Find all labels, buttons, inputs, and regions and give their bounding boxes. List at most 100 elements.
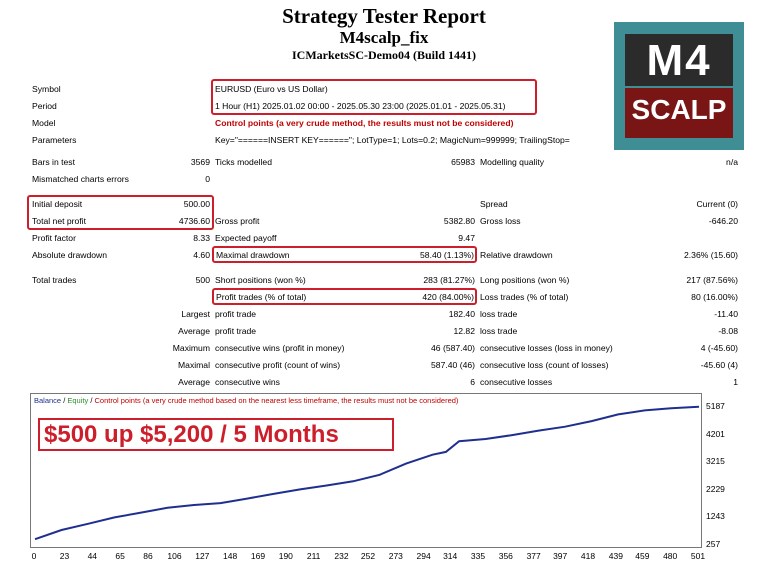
- legend-control-points: Control points (a very crude method base…: [94, 396, 459, 405]
- server-build: ICMarketsSC-Demo04 (Build 1441): [292, 48, 476, 62]
- short-label: Short positions (won %): [215, 275, 306, 285]
- legend-equity: Equity: [67, 396, 89, 405]
- long-value: 217 (87.56%): [686, 275, 738, 285]
- model-label: Model: [32, 118, 56, 128]
- avg-consec-wins-value: 6: [470, 377, 475, 387]
- symbol-label: Symbol: [32, 84, 61, 94]
- legend-balance: Balance: [34, 396, 62, 405]
- x-tick-label: 148: [223, 551, 238, 561]
- gross-loss-label: Gross loss: [480, 216, 521, 226]
- loss-trades-value: 80 (16.00%): [691, 292, 738, 302]
- average-label: Average: [178, 326, 210, 336]
- payoff-label: Expected payoff: [215, 233, 277, 243]
- gross-loss-value: -646.20: [708, 216, 738, 226]
- maximal-consec-loss-value: -45.60 (4): [700, 360, 738, 370]
- x-tick-label: 0: [31, 551, 37, 561]
- max-drawdown-highlight: [212, 246, 477, 263]
- y-tick-label: 257: [706, 539, 721, 549]
- max-consec-wins-label: consecutive wins (profit in money): [215, 343, 345, 353]
- profit-trades-value: 420 (84.00%): [422, 292, 474, 302]
- x-tick-label: 335: [470, 551, 486, 561]
- x-tick-label: 439: [608, 551, 623, 561]
- mismatched-value: 0: [205, 174, 210, 184]
- ticks-label: Ticks modelled: [215, 157, 272, 167]
- x-tick-label: 418: [580, 551, 596, 561]
- largest-profit-label: profit trade: [215, 309, 257, 319]
- x-tick-label: 356: [498, 551, 513, 561]
- total-trades-label: Total trades: [32, 275, 77, 285]
- x-tick-label: 23: [59, 551, 70, 561]
- quality-value: n/a: [726, 157, 738, 167]
- max-drawdown-label: Maximal drawdown: [216, 250, 290, 260]
- parameters-value: Key="======INSERT KEY======"; LotType=1;…: [215, 135, 570, 145]
- legend-separator-2: /: [88, 396, 95, 405]
- x-tick-label: 273: [388, 551, 403, 561]
- balance-chart-svg: [34, 405, 700, 541]
- x-tick-label: 232: [334, 551, 349, 561]
- balance-chart: [30, 393, 702, 548]
- total-trades-value: 500: [195, 275, 210, 285]
- x-tick-label: 190: [278, 551, 293, 561]
- mismatched-label: Mismatched charts errors: [32, 174, 129, 184]
- x-tick-label: 211: [306, 551, 321, 561]
- logo-text-m4: M4: [646, 36, 712, 85]
- y-tick-label: 3215: [706, 456, 725, 467]
- x-tick-label: 65: [115, 551, 125, 561]
- x-tick-label: 86: [143, 551, 153, 561]
- chart-legend: Balance / Equity / Control points (a ver…: [34, 396, 458, 405]
- legend-separator-1: /: [61, 396, 68, 405]
- y-tick-label: 1243: [706, 511, 725, 522]
- expert-name: M4scalp_fix: [339, 28, 429, 47]
- x-tick-label: 252: [360, 551, 376, 561]
- report-title: Strategy Tester Report: [282, 4, 486, 28]
- largest-profit-value: 182.40: [448, 309, 475, 319]
- max-drawdown-value: 58.40 (1.13%): [420, 250, 474, 260]
- bars-value: 3569: [190, 157, 210, 167]
- x-tick-label: 169: [250, 551, 266, 561]
- deposit-profit-highlight: [27, 195, 214, 230]
- x-tick-label: 397: [553, 551, 568, 561]
- model-value: Control points (a very crude method, the…: [215, 118, 514, 128]
- loss-trades-label: Loss trades (% of total): [480, 292, 569, 302]
- avg-consec-losses-label: consecutive losses: [480, 377, 553, 387]
- payoff-value: 9.47: [458, 233, 475, 243]
- profit-trades-label: Profit trades (% of total): [216, 292, 307, 302]
- x-tick-label: 459: [635, 551, 650, 561]
- net-profit-value: 4736.60: [178, 216, 210, 226]
- symbol-value: EURUSD (Euro vs US Dollar): [215, 84, 328, 94]
- max-consec-wins-value: 46 (587.40): [431, 343, 475, 353]
- ticks-value: 65983: [451, 157, 475, 167]
- parameters-label: Parameters: [32, 135, 77, 145]
- rel-drawdown-value: 2.36% (15.60): [684, 250, 738, 260]
- x-tick-label: 127: [195, 551, 210, 561]
- y-tick-label: 2229: [706, 483, 725, 494]
- long-label: Long positions (won %): [480, 275, 570, 285]
- x-tick-label: 480: [663, 551, 678, 561]
- profit-factor-label: Profit factor: [32, 233, 76, 243]
- rel-drawdown-label: Relative drawdown: [480, 250, 553, 260]
- series-line-balance: [34, 405, 700, 541]
- logo-text-scalp: SCALP: [631, 94, 727, 125]
- avg-consec-wins-label: consecutive wins: [215, 377, 280, 387]
- y-tick-label: 5187: [706, 401, 725, 411]
- max-consec-losses-label: consecutive losses (loss in money): [480, 343, 613, 353]
- symbol-period-highlight: [211, 79, 537, 115]
- average-loss-label: loss trade: [480, 326, 518, 336]
- x-tick-label: 44: [87, 551, 98, 561]
- largest-label: Largest: [181, 309, 210, 319]
- net-profit-label: Total net profit: [32, 216, 86, 226]
- bars-label: Bars in test: [32, 157, 75, 167]
- spread-label: Spread: [480, 199, 508, 209]
- average-consec-label: Average: [178, 377, 210, 387]
- x-tick-label: 377: [526, 551, 541, 561]
- avg-consec-losses-value: 1: [733, 377, 738, 387]
- x-tick-label: 501: [690, 551, 706, 561]
- short-value: 283 (81.27%): [423, 275, 475, 285]
- maximal-consec-profit-value: 587.40 (46): [431, 360, 475, 370]
- average-profit-value: 12.82: [453, 326, 475, 336]
- spread-value: Current (0): [696, 199, 738, 209]
- maximal-label: Maximal: [178, 360, 210, 370]
- profit-factor-value: 8.33: [193, 233, 210, 243]
- largest-loss-label: loss trade: [480, 309, 518, 319]
- x-tick-label: 294: [416, 551, 431, 561]
